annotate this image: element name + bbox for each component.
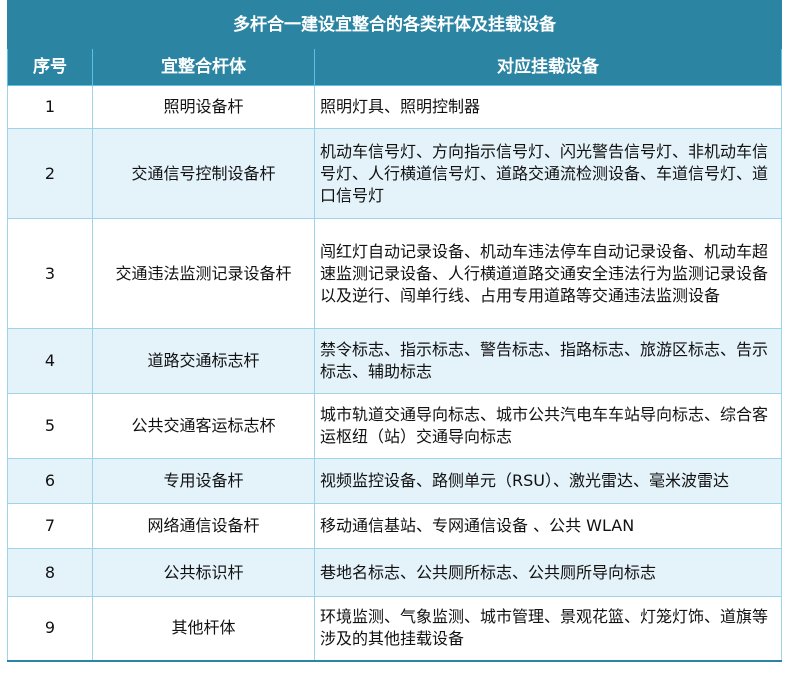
row-devices: 禁令标志、指示标志、警告标志、指路标志、旅游区标志、告示标志、辅助标志: [314, 328, 782, 394]
table-row: 2 交通信号控制设备杆 机动车信号灯、方向指示信号灯、闪光警告信号灯、非机动车信…: [7, 128, 782, 219]
row-devices: 视频监控设备、路侧单元（RSU）、激光雷达、毫米波雷达: [314, 458, 782, 504]
row-pole: 交通信号控制设备杆: [92, 128, 315, 219]
table-row: 6 专用设备杆 视频监控设备、路侧单元（RSU）、激光雷达、毫米波雷达: [7, 458, 782, 504]
row-number: 9: [7, 596, 93, 662]
header-pole: 宜整合杆体: [92, 48, 315, 86]
row-number: 3: [7, 218, 93, 329]
table-row: 3 交通违法监测记录设备杆 闯红灯自动记录设备、机动车违法停车自动记录设备、机动…: [7, 218, 782, 329]
header-number: 序号: [7, 48, 93, 86]
row-pole: 网络通信设备杆: [92, 503, 315, 549]
table-row: 5 公共交通客运标志杯 城市轨道交通导向标志、城市公共汽电车车站导向标志、综合客…: [7, 393, 782, 459]
row-number: 4: [7, 328, 93, 394]
row-pole: 专用设备杆: [92, 458, 315, 504]
row-number: 5: [7, 393, 93, 459]
row-pole: 公共交通客运标志杯: [92, 393, 315, 459]
table-row: 7 网络通信设备杆 移动通信基站、专网通信设备 、公共 WLAN: [7, 503, 782, 549]
row-devices: 闯红灯自动记录设备、机动车违法停车自动记录设备、机动车超速监测记录设备、人行横道…: [314, 218, 782, 329]
row-number: 1: [7, 85, 93, 129]
row-pole: 照明设备杆: [92, 85, 315, 129]
table-row: 8 公共标识杆 巷地名标志、公共厕所标志、公共厕所导向标志: [7, 548, 782, 597]
row-devices: 机动车信号灯、方向指示信号灯、闪光警告信号灯、非机动车信号灯、人行横道信号灯、道…: [314, 128, 782, 219]
table-title: 多杆合一建设宜整合的各类杆体及挂载设备: [7, 0, 782, 49]
row-number: 7: [7, 503, 93, 549]
row-number: 2: [7, 128, 93, 219]
row-pole: 道路交通标志杆: [92, 328, 315, 394]
row-devices: 环境监测、气象监测、城市管理、景观花篮、灯笼灯饰、道旗等涉及的其他挂载设备: [314, 596, 782, 662]
equipment-table: 多杆合一建设宜整合的各类杆体及挂载设备 序号 宜整合杆体 对应挂载设备 1 照明…: [7, 0, 782, 662]
row-number: 8: [7, 548, 93, 597]
table-row: 9 其他杆体 环境监测、气象监测、城市管理、景观花篮、灯笼灯饰、道旗等涉及的其他…: [7, 596, 782, 662]
row-devices: 巷地名标志、公共厕所标志、公共厕所导向标志: [314, 548, 782, 597]
row-devices: 城市轨道交通导向标志、城市公共汽电车车站导向标志、综合客运枢纽（站）交通导向标志: [314, 393, 782, 459]
row-number: 6: [7, 458, 93, 504]
row-pole: 交通违法监测记录设备杆: [92, 218, 315, 329]
row-devices: 照明灯具、照明控制器: [314, 85, 782, 129]
row-devices: 移动通信基站、专网通信设备 、公共 WLAN: [314, 503, 782, 549]
table-row: 4 道路交通标志杆 禁令标志、指示标志、警告标志、指路标志、旅游区标志、告示标志…: [7, 328, 782, 394]
row-pole: 公共标识杆: [92, 548, 315, 597]
header-devices: 对应挂载设备: [314, 48, 782, 86]
row-pole: 其他杆体: [92, 596, 315, 662]
table-row: 1 照明设备杆 照明灯具、照明控制器: [7, 85, 782, 129]
